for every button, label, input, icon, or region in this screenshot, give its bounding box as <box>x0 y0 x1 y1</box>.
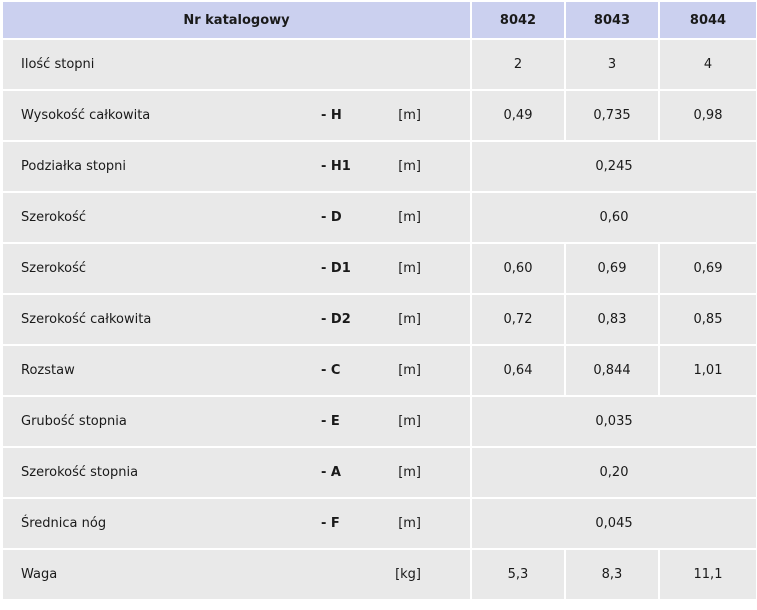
row-label: Szerokość <box>21 261 87 276</box>
row-label: Szerokość całkowita <box>21 312 152 327</box>
row-symbol: - F <box>321 516 340 531</box>
row-label: Podziałka stopni <box>21 159 127 174</box>
row-label: Szerokość <box>21 210 87 225</box>
row-value-8044: 1,01 <box>660 346 756 395</box>
row-symbol: - D2 <box>321 312 351 327</box>
row-symbol: - H1 <box>321 159 351 174</box>
header-col-8042: 8042 <box>472 2 564 38</box>
row-unit: [kg] <box>395 567 421 582</box>
row-value-8044: 0,98 <box>660 91 756 140</box>
header-col-8044: 8044 <box>660 2 756 38</box>
row-value-8042: 0,49 <box>472 91 564 140</box>
row-unit: [m] <box>398 159 421 174</box>
row-value-8044: 0,69 <box>660 244 756 293</box>
row-value-merged: 0,045 <box>472 499 756 548</box>
row-symbol: - H <box>321 108 342 123</box>
row-unit: [m] <box>398 312 421 327</box>
header-title: Nr katalogowy <box>3 2 470 38</box>
row-header-cell: Waga [kg] <box>3 550 470 599</box>
table-row: Szerokość - D1 [m] 0,60 0,69 0,69 <box>3 244 756 293</box>
row-unit: [m] <box>398 108 421 123</box>
row-header-cell: Ilość stopni <box>3 40 470 89</box>
row-value-8044: 11,1 <box>660 550 756 599</box>
row-label: Grubość stopnia <box>21 414 127 429</box>
row-value-merged: 0,035 <box>472 397 756 446</box>
table-row: Szerokość całkowita - D2 [m] 0,72 0,83 0,85 <box>3 295 756 344</box>
row-header-cell: Szerokość - D1 [m] <box>3 244 470 293</box>
row-label: Wysokość całkowita <box>21 108 151 123</box>
table-body: Ilość stopni 2 3 4 Wysokość całkowita - H [m] 0… <box>3 40 756 599</box>
row-value-8042: 5,3 <box>472 550 564 599</box>
row-value-8043: 0,69 <box>566 244 658 293</box>
row-symbol: - D1 <box>321 261 351 276</box>
row-header-cell: Wysokość całkowita - H [m] <box>3 91 470 140</box>
row-unit: [m] <box>398 414 421 429</box>
table-row: Podziałka stopni - H1 [m] 0,245 <box>3 142 756 191</box>
row-symbol: - E <box>321 414 340 429</box>
row-value-8043: 0,844 <box>566 346 658 395</box>
row-value-merged: 0,245 <box>472 142 756 191</box>
row-header-cell: Średnica nóg - F [m] <box>3 499 470 548</box>
row-value-8043: 0,735 <box>566 91 658 140</box>
row-label: Rozstaw <box>21 363 75 378</box>
row-header-cell: Grubość stopnia - E [m] <box>3 397 470 446</box>
row-value-8044: 0,85 <box>660 295 756 344</box>
row-value-8044: 4 <box>660 40 756 89</box>
row-unit: [m] <box>398 210 421 225</box>
table-row: Rozstaw - C [m] 0,64 0,844 1,01 <box>3 346 756 395</box>
table-row: Średnica nóg - F [m] 0,045 <box>3 499 756 548</box>
row-symbol: - D <box>321 210 342 225</box>
row-symbol: - C <box>321 363 341 378</box>
row-label: Waga <box>21 567 58 582</box>
header-col-8043: 8043 <box>566 2 658 38</box>
row-unit: [m] <box>398 465 421 480</box>
table-row: Waga [kg] 5,3 8,3 11,1 <box>3 550 756 599</box>
row-unit: [m] <box>398 261 421 276</box>
row-label: Szerokość stopnia <box>21 465 139 480</box>
row-value-8042: 0,72 <box>472 295 564 344</box>
row-value-merged: 0,20 <box>472 448 756 497</box>
table-row: Grubość stopnia - E [m] 0,035 <box>3 397 756 446</box>
row-value-merged: 0,60 <box>472 193 756 242</box>
row-unit: [m] <box>398 516 421 531</box>
row-header-cell: Rozstaw - C [m] <box>3 346 470 395</box>
row-value-8042: 2 <box>472 40 564 89</box>
row-header-cell: Szerokość - D [m] <box>3 193 470 242</box>
row-value-8043: 0,83 <box>566 295 658 344</box>
row-header-cell: Szerokość stopnia - A [m] <box>3 448 470 497</box>
row-symbol: - A <box>321 465 341 480</box>
row-header-cell: Podziałka stopni - H1 [m] <box>3 142 470 191</box>
table-row: Wysokość całkowita - H [m] 0,49 0,735 0,98 <box>3 91 756 140</box>
row-value-8043: 8,3 <box>566 550 658 599</box>
row-value-8042: 0,64 <box>472 346 564 395</box>
row-value-8043: 3 <box>566 40 658 89</box>
row-label: Ilość stopni <box>21 57 95 72</box>
table-row: Ilość stopni 2 3 4 <box>3 40 756 89</box>
header-row: Nr katalogowy 8042 8043 8044 <box>3 2 756 38</box>
row-value-8042: 0,60 <box>472 244 564 293</box>
table-row: Szerokość - D [m] 0,60 <box>3 193 756 242</box>
row-label: Średnica nóg <box>21 516 107 531</box>
row-header-cell: Szerokość całkowita - D2 [m] <box>3 295 470 344</box>
row-unit: [m] <box>398 363 421 378</box>
table-row: Szerokość stopnia - A [m] 0,20 <box>3 448 756 497</box>
